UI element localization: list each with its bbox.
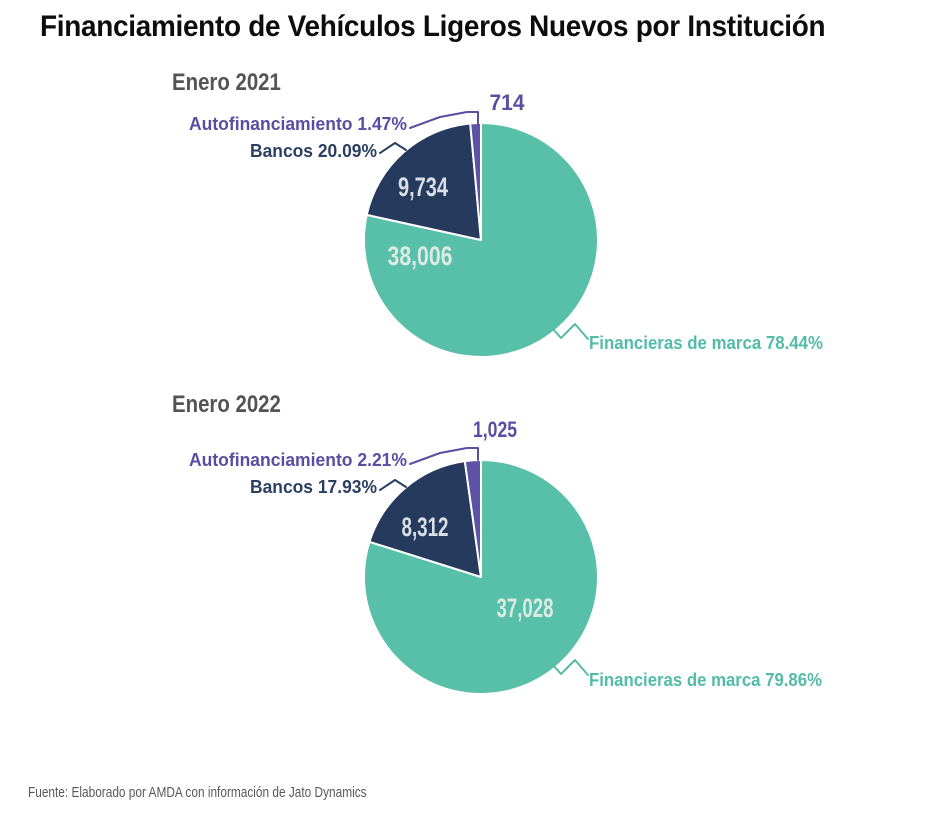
value-label-enero-2022-financieras-de-marca: 37,028 [497,593,554,623]
value-label-enero-2021-autofinanciamiento: 714 [490,90,526,115]
category-label-enero-2021-financieras-de-marca: Financieras de marca 78.44% [589,333,823,353]
chart-2022-heading: Enero 2022 [172,391,281,418]
leader-line-enero-2022-autofinanciamiento [409,447,479,465]
value-label-enero-2021-financieras-de-marca: 38,006 [388,241,453,271]
value-label-enero-2021-bancos: 9,734 [398,172,448,202]
category-label-enero-2022-autofinanciamiento: Autofinanciamiento 2.21% [189,450,407,470]
value-label-enero-2022-autofinanciamiento: 1,025 [473,417,517,442]
pie-enero-2021-slice-bancos [365,122,482,241]
leader-line-enero-2022-bancos [379,479,407,491]
chart-2021-heading: Enero 2021 [172,69,281,96]
category-label-enero-2022-bancos: Bancos 17.93% [250,477,377,497]
leader-line-enero-2021-autofinanciamiento [409,111,479,129]
leader-line-enero-2021-bancos [379,142,407,154]
value-label-enero-2022-bancos: 8,312 [402,512,449,542]
page-title: Financiamiento de Vehículos Ligeros Nuev… [40,10,826,43]
leader-line-enero-2022-financieras-de-marca [552,659,589,676]
source-note: Fuente: Elaborado por AMDA con informaci… [28,784,367,801]
pie-enero-2022-slice-financieras-de-marca [362,459,599,695]
leader-line-enero-2021-financieras-de-marca [552,323,589,340]
pie-enero-2022-slice-autofinanciamiento [463,459,482,578]
category-label-enero-2022-financieras-de-marca: Financieras de marca 79.86% [589,670,822,690]
pie-enero-2021-slice-autofinanciamiento [469,122,482,241]
category-label-enero-2021-bancos: Bancos 20.09% [250,141,377,161]
category-label-enero-2021-autofinanciamiento: Autofinanciamiento 1.47% [189,114,407,134]
